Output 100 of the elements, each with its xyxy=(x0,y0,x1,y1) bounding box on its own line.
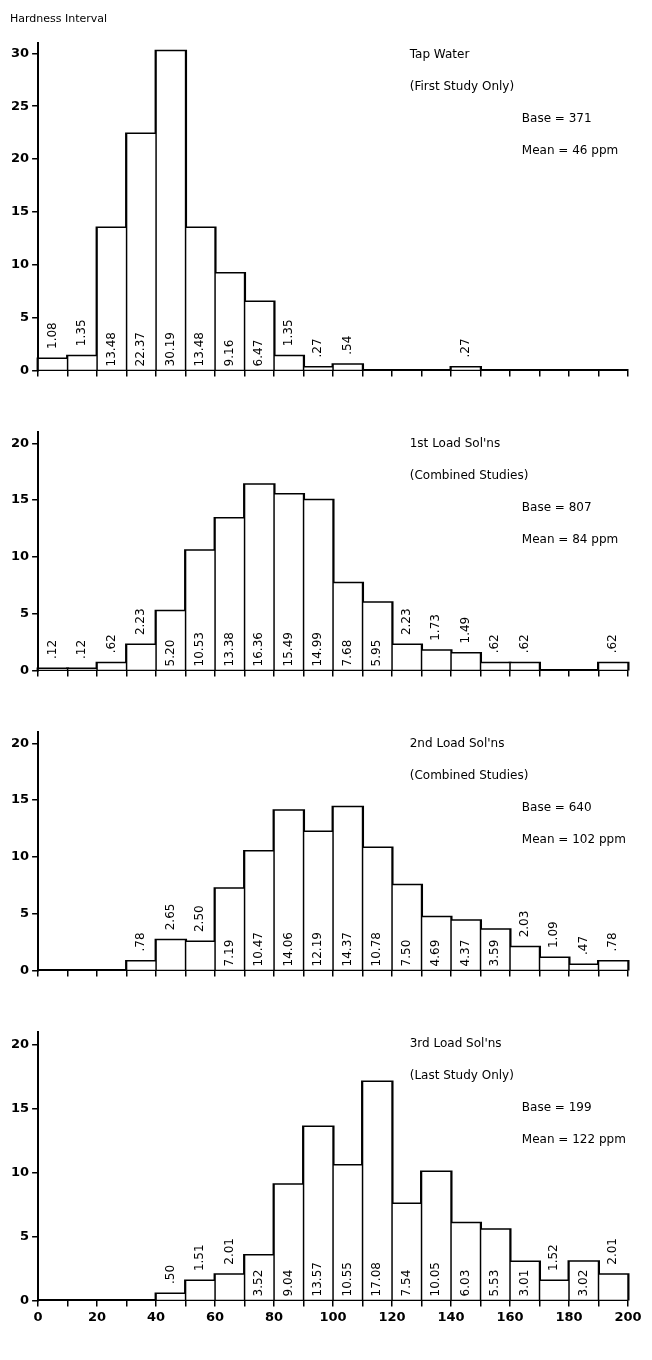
data-label: 10.47 xyxy=(251,932,266,967)
x-tick-label: 40 xyxy=(147,1308,166,1324)
data-label: 2.01 xyxy=(605,1237,620,1265)
y-tick-label: 20 xyxy=(11,150,30,166)
x-tick-label: 20 xyxy=(88,1308,107,1324)
data-label: 16.36 xyxy=(251,632,266,667)
data-label: .47 xyxy=(575,935,590,956)
data-label: 5.20 xyxy=(162,639,177,667)
data-label: 2.23 xyxy=(398,608,413,636)
y-tick-label: 30 xyxy=(11,44,30,60)
data-label: .62 xyxy=(103,634,118,654)
data-label: 7.50 xyxy=(398,939,413,967)
data-label: 1.49 xyxy=(457,616,472,644)
y-tick-label: 20 xyxy=(11,434,30,450)
data-label: 10.53 xyxy=(192,632,207,667)
annotation: (Combined Studies) xyxy=(409,768,529,783)
data-label: 1.73 xyxy=(428,614,443,641)
data-label: 15.49 xyxy=(280,632,295,667)
data-label: 3.02 xyxy=(575,1269,590,1297)
y-tick-label: 15 xyxy=(11,203,30,219)
data-label: 30.19 xyxy=(162,332,177,367)
y-tick-label: 0 xyxy=(20,961,30,977)
data-label: 10.55 xyxy=(339,1262,354,1297)
data-label: 14.99 xyxy=(310,632,325,667)
x-tick-label: 200 xyxy=(614,1308,642,1324)
data-label: 1.35 xyxy=(74,319,89,347)
data-label: 13.38 xyxy=(221,632,236,667)
data-label: 13.57 xyxy=(310,1262,325,1297)
data-label: .78 xyxy=(133,932,148,952)
y-tick-label: 10 xyxy=(11,1163,30,1179)
data-label: 1.09 xyxy=(546,921,561,949)
data-label: 4.69 xyxy=(428,939,443,967)
y-tick-label: 0 xyxy=(20,661,30,677)
data-label: 22.37 xyxy=(133,332,148,367)
x-tick-label: 60 xyxy=(206,1308,225,1324)
data-label: .62 xyxy=(487,634,502,654)
y-tick-label: 20 xyxy=(11,1036,30,1052)
data-label: 17.08 xyxy=(369,1262,384,1297)
y-tick-label: 15 xyxy=(11,791,30,807)
y-tick-label: 5 xyxy=(20,1227,30,1243)
data-label: 2.01 xyxy=(221,1237,236,1265)
data-label: 13.48 xyxy=(192,332,207,367)
y-tick-label: 25 xyxy=(11,97,30,113)
annotation: Base = 199 xyxy=(521,1100,592,1115)
data-label: 3.01 xyxy=(516,1269,531,1297)
data-label: 5.53 xyxy=(487,1269,502,1297)
data-label: 1.52 xyxy=(546,1244,561,1271)
data-label: 5.95 xyxy=(369,639,384,667)
y-tick-label: 5 xyxy=(20,308,30,324)
y-tick-label: 10 xyxy=(11,848,30,864)
annotation: Base = 371 xyxy=(521,110,592,125)
annotation: 1st Load Sol'ns xyxy=(409,436,501,451)
data-label: 7.68 xyxy=(339,639,354,667)
data-label: 7.19 xyxy=(221,939,236,967)
data-label: .12 xyxy=(74,639,89,660)
data-label: 9.16 xyxy=(221,339,236,367)
y-tick-label: 0 xyxy=(20,361,30,377)
data-label: 7.54 xyxy=(398,1269,413,1297)
chart-title: Hardness Interval xyxy=(9,11,109,27)
annotation: Mean = 102 ppm xyxy=(521,832,626,847)
data-label: .54 xyxy=(339,335,354,355)
data-label: 4.37 xyxy=(457,939,472,967)
y-tick-label: 15 xyxy=(11,491,30,507)
data-label: 14.06 xyxy=(280,932,295,967)
y-tick-label: 20 xyxy=(11,734,30,750)
data-label: .62 xyxy=(516,634,531,654)
annotation: Base = 640 xyxy=(521,800,592,815)
x-tick-label: 80 xyxy=(265,1308,284,1324)
data-label: 1.35 xyxy=(280,319,295,347)
data-label: .27 xyxy=(457,338,472,358)
data-label: .78 xyxy=(605,932,620,952)
y-tick-label: 5 xyxy=(20,605,30,621)
annotation: Mean = 84 ppm xyxy=(521,532,619,547)
data-label: 2.23 xyxy=(133,608,148,636)
y-tick-label: 10 xyxy=(11,548,30,564)
x-tick-label: 160 xyxy=(496,1308,524,1324)
annotation: Mean = 122 ppm xyxy=(521,1132,626,1147)
data-label: 12.19 xyxy=(310,932,325,967)
data-label: 2.03 xyxy=(516,910,531,938)
x-tick-label: 120 xyxy=(378,1308,406,1324)
y-tick-label: 0 xyxy=(20,1291,30,1307)
data-label: 3.59 xyxy=(487,939,502,967)
data-label: 6.03 xyxy=(457,1269,472,1297)
data-label: 6.47 xyxy=(251,339,266,367)
x-tick-label: 0 xyxy=(33,1308,43,1324)
data-label: 1.51 xyxy=(192,1244,207,1272)
annotation: 2nd Load Sol'ns xyxy=(409,736,505,751)
data-label: 10.05 xyxy=(428,1262,443,1297)
annotation: Tap Water xyxy=(408,46,470,61)
annotation: Base = 807 xyxy=(521,500,592,515)
data-label: 9.04 xyxy=(280,1269,295,1297)
data-label: 3.52 xyxy=(251,1269,266,1297)
y-tick-label: 15 xyxy=(11,1100,30,1116)
data-label: 1.08 xyxy=(44,322,59,349)
y-tick-label: 5 xyxy=(20,905,30,921)
annotation: (Combined Studies) xyxy=(409,468,529,483)
data-label: .62 xyxy=(605,634,620,654)
annotation: 3rd Load Sol'ns xyxy=(409,1036,502,1051)
data-label: 14.37 xyxy=(339,932,354,967)
data-label: 13.48 xyxy=(103,332,118,367)
